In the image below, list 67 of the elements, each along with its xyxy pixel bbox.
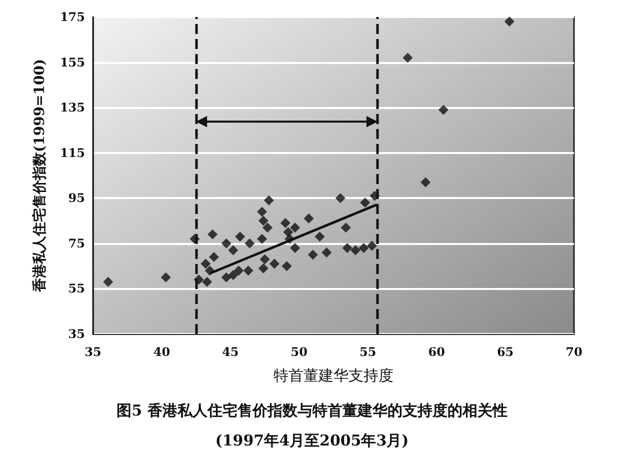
point — [202, 276, 212, 287]
point — [194, 274, 204, 285]
point — [258, 263, 268, 274]
point — [258, 216, 268, 226]
y-tick-label: 175 — [60, 10, 85, 24]
x-tick-label: 40 — [153, 345, 170, 359]
point — [269, 258, 280, 269]
y-tick-label: 115 — [60, 146, 85, 160]
point — [257, 206, 268, 217]
point — [350, 245, 360, 256]
point — [283, 227, 294, 238]
point — [260, 254, 270, 264]
point — [280, 218, 290, 228]
point — [228, 245, 238, 256]
point — [360, 198, 370, 208]
x-tick-label: 50 — [290, 345, 308, 359]
point — [314, 232, 325, 242]
point — [243, 266, 254, 276]
point — [200, 258, 211, 269]
point — [335, 193, 346, 204]
text: 图5 香港私人住宅售价指数与特首董建华的支持度的相关性 — [116, 402, 508, 420]
y-tick-label: 75 — [68, 236, 85, 250]
text: (1997年4月至2005年3月) — [215, 432, 409, 450]
point — [290, 242, 300, 253]
point — [160, 272, 171, 282]
point — [262, 222, 273, 233]
point — [264, 195, 274, 206]
point — [290, 222, 300, 233]
point — [304, 214, 314, 224]
point — [438, 104, 448, 115]
point — [370, 190, 380, 201]
x-tick-label: 45 — [222, 345, 239, 359]
point — [103, 276, 114, 287]
point — [208, 252, 219, 262]
y-tick-label: 95 — [68, 191, 85, 206]
point — [308, 250, 318, 260]
point — [228, 270, 238, 280]
point — [282, 261, 292, 272]
y-axis-title: 香港私人住宅售价指数(1999=100) — [31, 58, 48, 294]
x-tick-label: 70 — [566, 345, 582, 359]
point — [366, 240, 377, 251]
point — [244, 238, 255, 248]
x-tick-label: 60 — [428, 345, 445, 359]
x-tick-label: 65 — [496, 345, 514, 359]
point — [358, 242, 369, 253]
point — [208, 229, 218, 240]
point — [221, 238, 232, 248]
x-tick-label: 55 — [360, 345, 376, 359]
x-tick-label: 35 — [84, 345, 102, 359]
x-axis-title: 特首董建华支持度 — [274, 366, 394, 384]
point — [284, 234, 295, 244]
point — [204, 266, 215, 276]
point — [340, 222, 351, 233]
point — [235, 232, 246, 242]
point — [221, 272, 232, 282]
point — [257, 234, 268, 244]
point — [322, 247, 332, 258]
y-tick-label: 35 — [68, 327, 85, 341]
point — [234, 266, 244, 276]
y-tick-label: 155 — [60, 55, 85, 70]
y-tick-label: 55 — [68, 282, 85, 296]
point — [342, 242, 352, 253]
y-tick-label: 135 — [60, 100, 85, 115]
point — [420, 177, 431, 188]
point — [402, 52, 413, 63]
point — [504, 16, 514, 27]
point — [190, 234, 200, 244]
